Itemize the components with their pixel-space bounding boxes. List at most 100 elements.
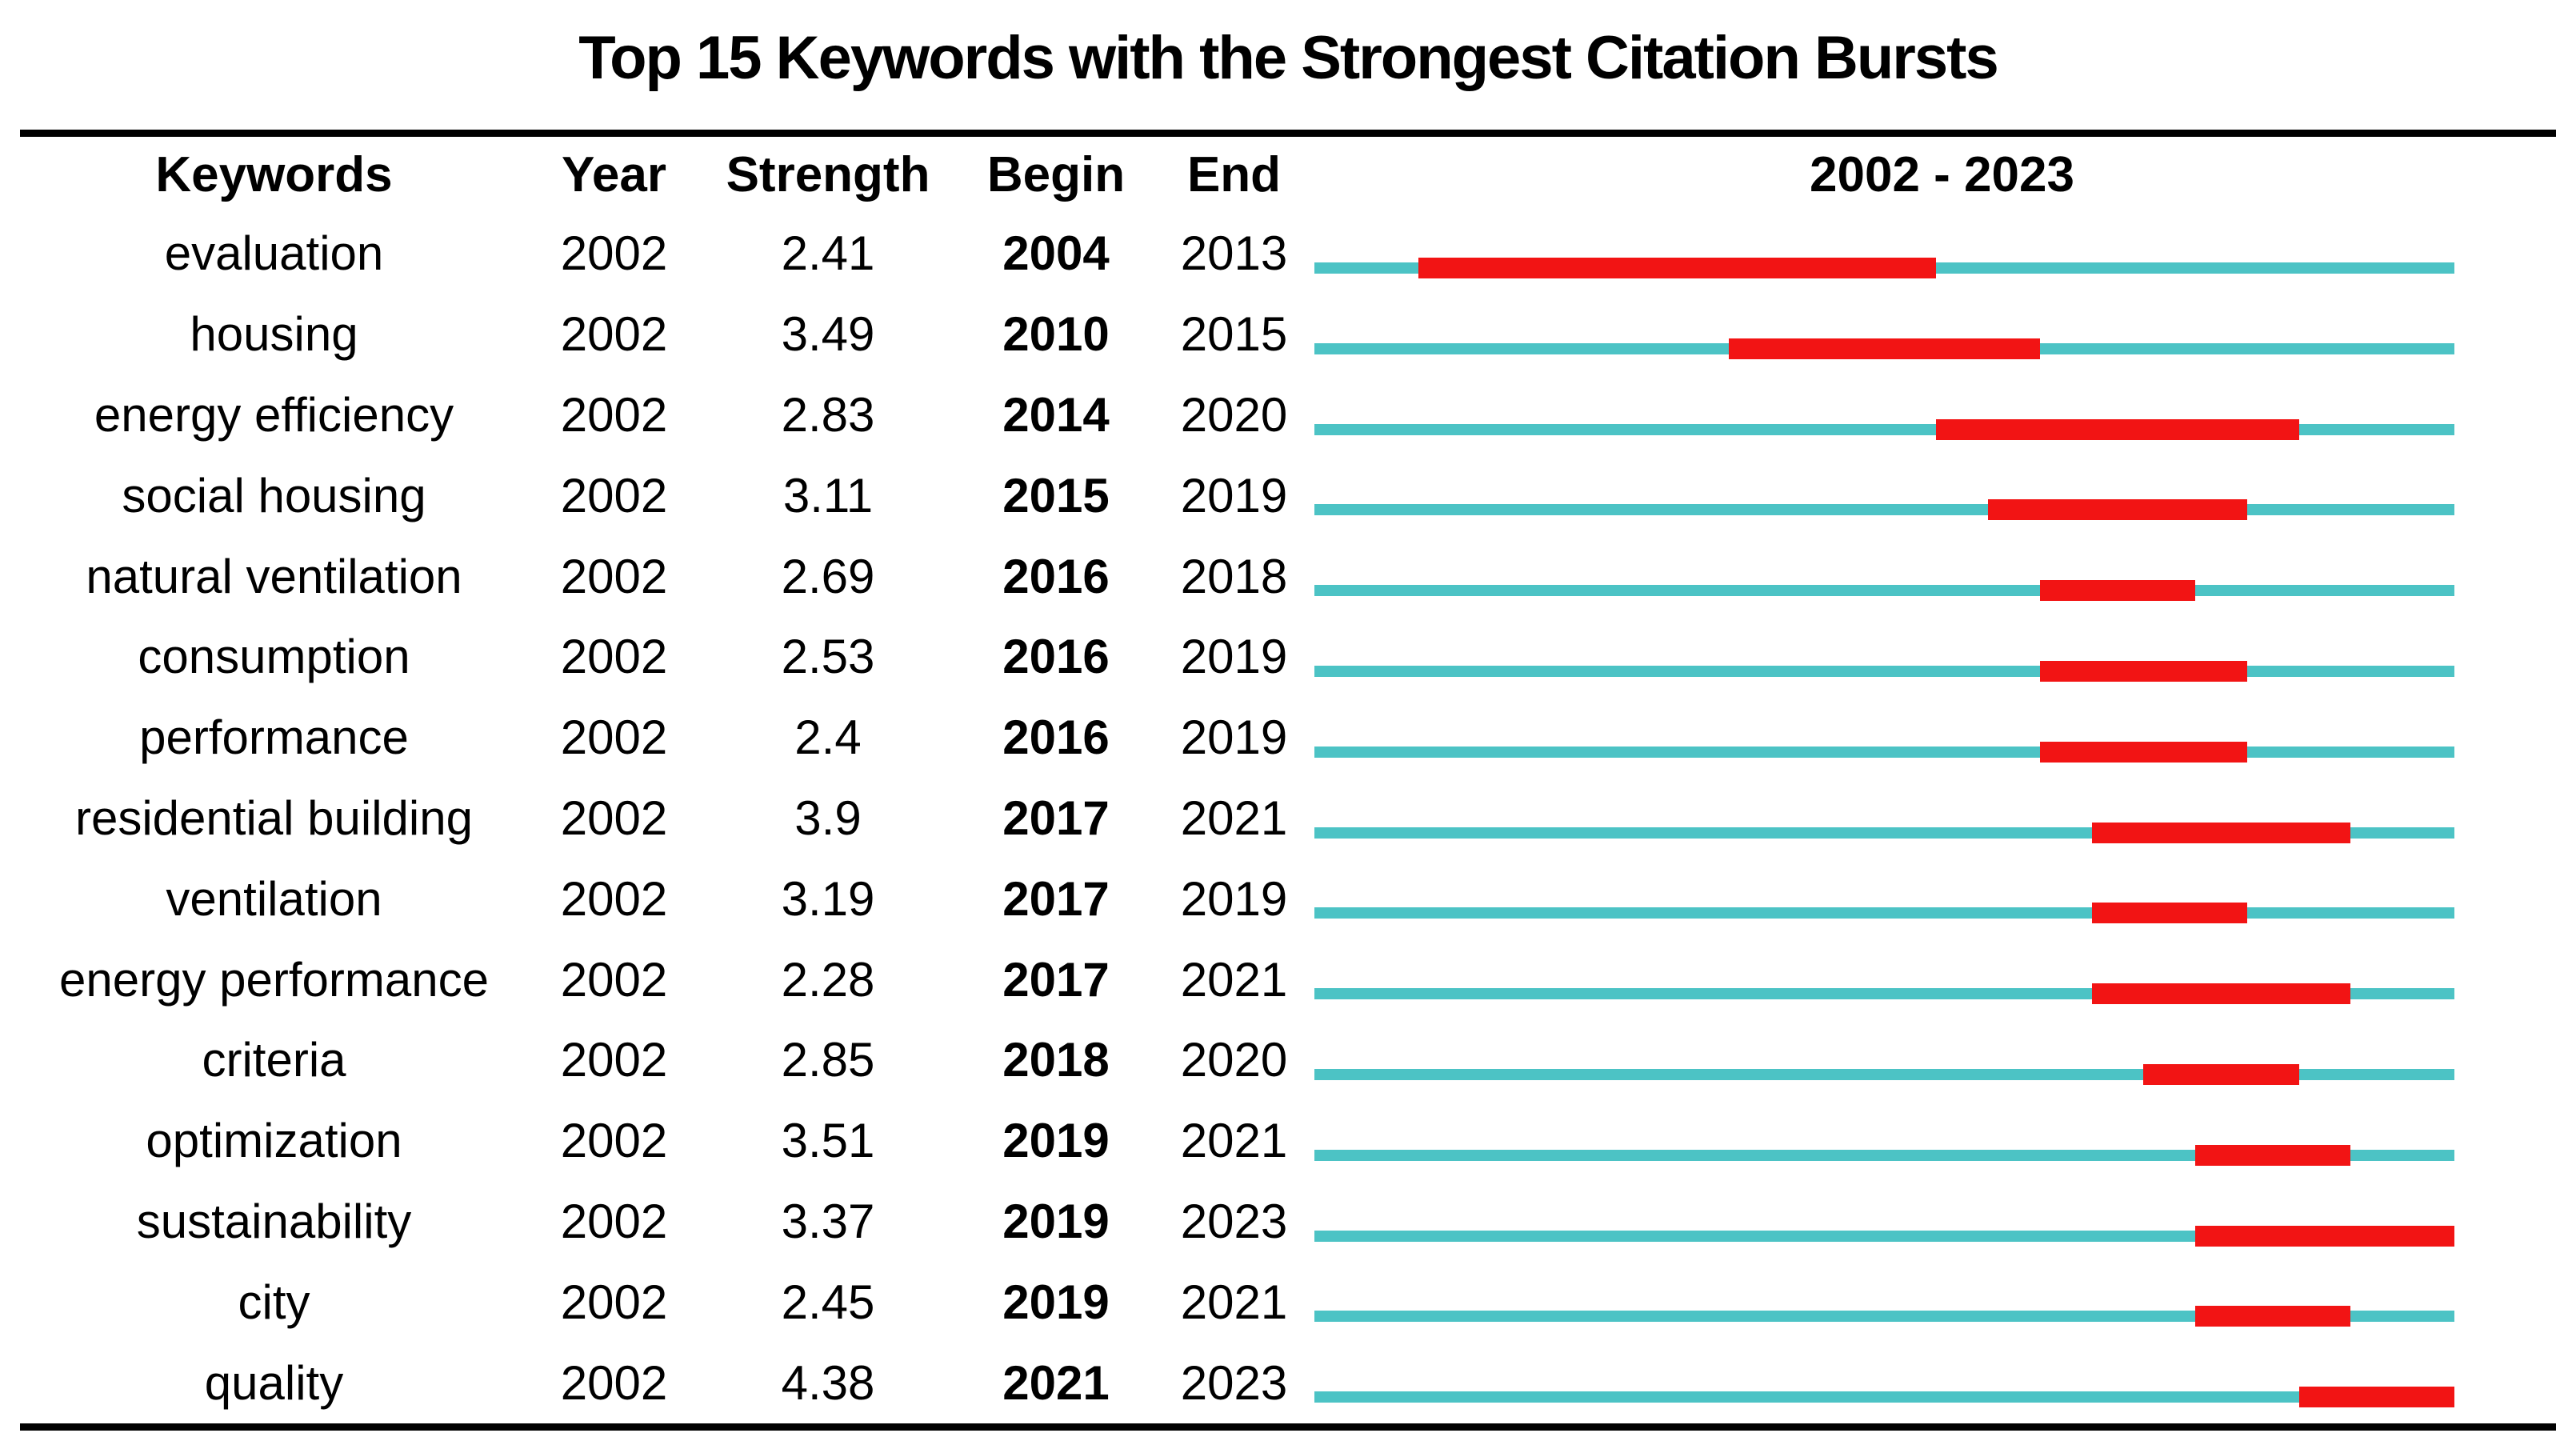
table-row: housing 2002 3.49 2010 2015 <box>0 294 2576 375</box>
timeline-track <box>1314 418 2454 440</box>
end-cell: 2021 <box>1180 1114 1288 1168</box>
table-row: consumption 2002 2.53 2016 2019 <box>0 617 2576 698</box>
strength-cell: 3.49 <box>781 307 875 362</box>
year-cell: 2002 <box>560 952 668 1007</box>
year-cell: 2002 <box>560 1275 668 1329</box>
keyword-cell: energy efficiency <box>94 387 454 442</box>
timeline-cell <box>1308 617 2576 698</box>
timeline-cell <box>1308 214 2576 294</box>
strength-cell: 3.9 <box>794 791 862 845</box>
burst-bar <box>2091 822 2351 843</box>
year-cell: 2002 <box>560 549 668 603</box>
timeline-track <box>1314 1306 2454 1327</box>
table-row: residential building 2002 3.9 2017 2021 <box>0 779 2576 859</box>
table-row: social housing 2002 3.11 2015 2019 <box>0 455 2576 536</box>
end-cell: 2023 <box>1180 1355 1288 1410</box>
keyword-cell: ventilation <box>166 871 382 926</box>
strength-cell: 3.19 <box>781 871 875 926</box>
end-cell: 2019 <box>1180 710 1288 765</box>
keyword-cell: quality <box>204 1355 344 1410</box>
end-cell: 2020 <box>1180 1033 1288 1087</box>
timeline-track <box>1314 258 2454 278</box>
timeline-cell <box>1308 1262 2576 1343</box>
strength-cell: 2.69 <box>781 549 875 603</box>
burst-bar <box>2195 1306 2351 1327</box>
table-row: energy efficiency 2002 2.83 2014 2020 <box>0 375 2576 456</box>
timeline-cell <box>1308 698 2576 779</box>
end-cell: 2019 <box>1180 871 1288 926</box>
year-cell: 2002 <box>560 1194 668 1248</box>
year-cell: 2002 <box>560 307 668 362</box>
keyword-cell: sustainability <box>136 1194 412 1248</box>
keyword-cell: optimization <box>146 1114 402 1168</box>
timeline-cell <box>1308 939 2576 1020</box>
timeline-cell <box>1308 375 2576 456</box>
strength-cell: 2.28 <box>781 952 875 1007</box>
timeline-track <box>1314 338 2454 359</box>
timeline-track <box>1314 741 2454 763</box>
burst-bar <box>1418 258 1937 278</box>
keyword-cell: consumption <box>138 630 410 684</box>
keyword-cell: housing <box>190 307 358 362</box>
figure-title: Top 15 Keywords with the Strongest Citat… <box>578 23 1998 92</box>
burst-bar <box>2039 580 2196 602</box>
begin-cell: 2015 <box>1002 468 1110 522</box>
burst-bar <box>1936 418 2299 440</box>
burst-bar <box>2298 1387 2454 1408</box>
timeline-cell <box>1308 536 2576 617</box>
end-cell: 2019 <box>1180 468 1288 522</box>
end-cell: 2021 <box>1180 952 1288 1007</box>
end-cell: 2015 <box>1180 307 1288 362</box>
end-cell: 2020 <box>1180 387 1288 442</box>
table-header: Keywords Year Strength Begin End 2002 - … <box>0 137 2576 214</box>
burst-bar <box>2195 1225 2454 1247</box>
table-row: performance 2002 2.4 2016 2019 <box>0 698 2576 779</box>
strength-cell: 3.11 <box>782 468 874 522</box>
begin-cell: 2017 <box>1002 952 1110 1007</box>
bottom-rule <box>20 1423 2556 1431</box>
strength-cell: 2.83 <box>781 387 875 442</box>
burst-bar <box>2039 741 2247 763</box>
begin-cell: 2014 <box>1002 387 1110 442</box>
strength-cell: 4.38 <box>781 1355 875 1410</box>
table-row: city 2002 2.45 2019 2021 <box>0 1262 2576 1343</box>
begin-cell: 2004 <box>1002 226 1110 281</box>
table-row: sustainability 2002 3.37 2019 2023 <box>0 1182 2576 1263</box>
timeline-cell <box>1308 1020 2576 1101</box>
table-row: ventilation 2002 3.19 2017 2019 <box>0 859 2576 939</box>
year-cell: 2002 <box>560 1114 668 1168</box>
burst-bar <box>2091 903 2247 924</box>
timeline-cell <box>1308 1343 2576 1423</box>
end-cell: 2021 <box>1180 791 1288 845</box>
begin-cell: 2010 <box>1002 307 1110 362</box>
end-cell: 2018 <box>1180 549 1288 603</box>
strength-cell: 2.85 <box>781 1033 875 1087</box>
year-cell: 2002 <box>560 468 668 522</box>
keyword-cell: performance <box>139 710 409 765</box>
header-keywords: Keywords <box>155 147 393 202</box>
header-year: Year <box>561 147 667 202</box>
burst-bar <box>1988 499 2247 521</box>
keyword-cell: natural ventilation <box>86 549 462 603</box>
burst-bar <box>2195 1144 2351 1166</box>
header-begin: Begin <box>986 147 1126 202</box>
citation-burst-figure: Top 15 Keywords with the Strongest Citat… <box>0 13 2576 1453</box>
table-row: optimization 2002 3.51 2019 2021 <box>0 1101 2576 1182</box>
strength-cell: 2.41 <box>781 226 875 281</box>
year-cell: 2002 <box>560 226 668 281</box>
year-cell: 2002 <box>560 1355 668 1410</box>
table-row: natural ventilation 2002 2.69 2016 2018 <box>0 536 2576 617</box>
timeline-track <box>1314 1063 2454 1085</box>
timeline-track <box>1314 660 2454 682</box>
timeline-cell <box>1308 1182 2576 1263</box>
timeline-track <box>1314 822 2454 843</box>
begin-cell: 2016 <box>1002 549 1110 603</box>
top-rule <box>20 130 2556 137</box>
table-row: quality 2002 4.38 2021 2023 <box>0 1343 2576 1423</box>
end-cell: 2013 <box>1180 226 1288 281</box>
year-cell: 2002 <box>560 630 668 684</box>
burst-bar <box>1729 338 2040 359</box>
strength-cell: 2.4 <box>794 710 862 765</box>
timeline-cell <box>1308 455 2576 536</box>
strength-cell: 3.37 <box>781 1194 875 1248</box>
